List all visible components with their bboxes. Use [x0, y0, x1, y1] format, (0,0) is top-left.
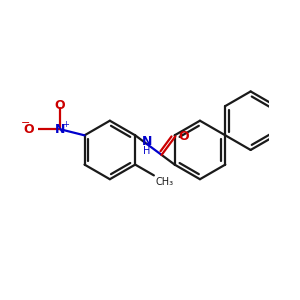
Text: +: + — [62, 120, 69, 129]
Text: N: N — [142, 135, 152, 148]
Text: N: N — [55, 123, 65, 136]
Text: O: O — [23, 123, 34, 136]
Text: O: O — [55, 99, 65, 112]
Text: −: − — [21, 118, 31, 128]
Text: H: H — [143, 146, 151, 156]
Text: O: O — [178, 130, 189, 143]
Text: CH₃: CH₃ — [155, 177, 173, 187]
